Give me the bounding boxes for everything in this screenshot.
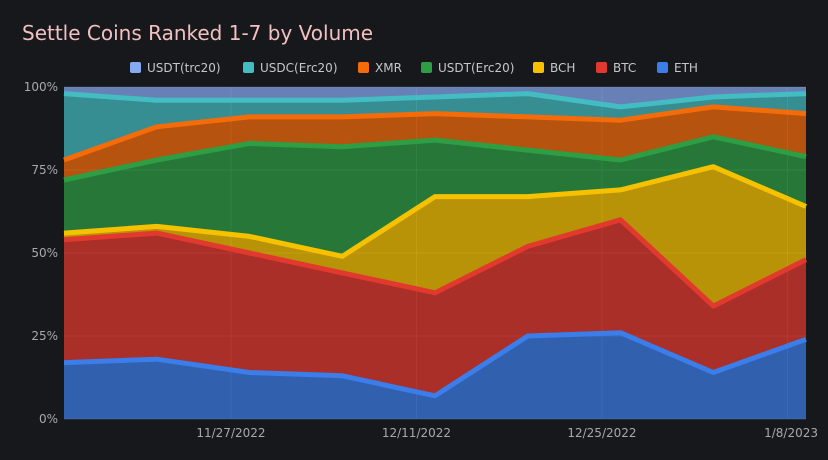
legend-label: XMR bbox=[375, 61, 402, 75]
legend-item-bch[interactable]: BCH bbox=[533, 61, 575, 75]
legend-item-btc[interactable]: BTC bbox=[596, 61, 636, 75]
line-bch bbox=[63, 164, 807, 259]
legend-swatch bbox=[421, 62, 432, 73]
area-bch bbox=[64, 166, 806, 307]
y-tick-label: 25% bbox=[31, 329, 58, 343]
y-tick-label: 75% bbox=[31, 163, 58, 177]
legend-swatch bbox=[533, 62, 544, 73]
legend-swatch bbox=[243, 62, 254, 73]
legend-item-xmr[interactable]: XMR bbox=[358, 61, 402, 75]
legend-swatch bbox=[358, 62, 369, 73]
legend: USDT(trc20) USDC(Erc20) XMR USDT(Erc20) BCH B… bbox=[130, 61, 698, 75]
area-usdc-erc20 bbox=[64, 93, 806, 160]
legend-swatch bbox=[130, 62, 141, 73]
legend-label: USDT(trc20) bbox=[147, 61, 221, 75]
x-tick-label: 1/8/2023 bbox=[764, 426, 818, 440]
legend-label: ETH bbox=[674, 61, 698, 75]
line-eth bbox=[63, 330, 807, 399]
x-tick-label: 12/25/2022 bbox=[567, 426, 636, 440]
y-tick-label: 50% bbox=[31, 246, 58, 260]
y-axis-ticks: 0% 25% 50% 75% 100% bbox=[24, 80, 58, 426]
legend-label: BTC bbox=[613, 61, 636, 75]
legend-item-usdc-erc20[interactable]: USDC(Erc20) bbox=[243, 61, 338, 75]
y-tick-label: 0% bbox=[39, 412, 58, 426]
legend-item-eth[interactable]: ETH bbox=[657, 61, 698, 75]
x-tick-label: 12/11/2022 bbox=[382, 426, 451, 440]
line-xmr bbox=[63, 104, 807, 163]
x-axis-ticks: 11/27/2022 12/11/2022 12/25/2022 1/8/2023 bbox=[196, 426, 818, 440]
y-tick-label: 100% bbox=[24, 80, 58, 94]
series-areas bbox=[64, 87, 806, 419]
line-usdc-erc20 bbox=[63, 91, 807, 110]
legend-item-usdt-trc20[interactable]: USDT(trc20) bbox=[130, 61, 221, 75]
chart-title: Settle Coins Ranked 1-7 by Volume bbox=[22, 21, 373, 45]
x-tick-label: 11/27/2022 bbox=[196, 426, 265, 440]
line-btc bbox=[63, 217, 808, 309]
area-eth bbox=[64, 332, 806, 419]
legend-swatch bbox=[657, 62, 668, 73]
legend-label: USDC(Erc20) bbox=[260, 61, 338, 75]
area-btc bbox=[64, 219, 806, 396]
line-usdt-erc20 bbox=[63, 134, 807, 183]
legend-label: BCH bbox=[550, 61, 575, 75]
series-lines bbox=[63, 91, 808, 399]
legend-swatch bbox=[596, 62, 607, 73]
legend-label: USDT(Erc20) bbox=[438, 61, 514, 75]
area-xmr bbox=[64, 106, 806, 180]
legend-item-usdt-erc20[interactable]: USDT(Erc20) bbox=[421, 61, 514, 75]
